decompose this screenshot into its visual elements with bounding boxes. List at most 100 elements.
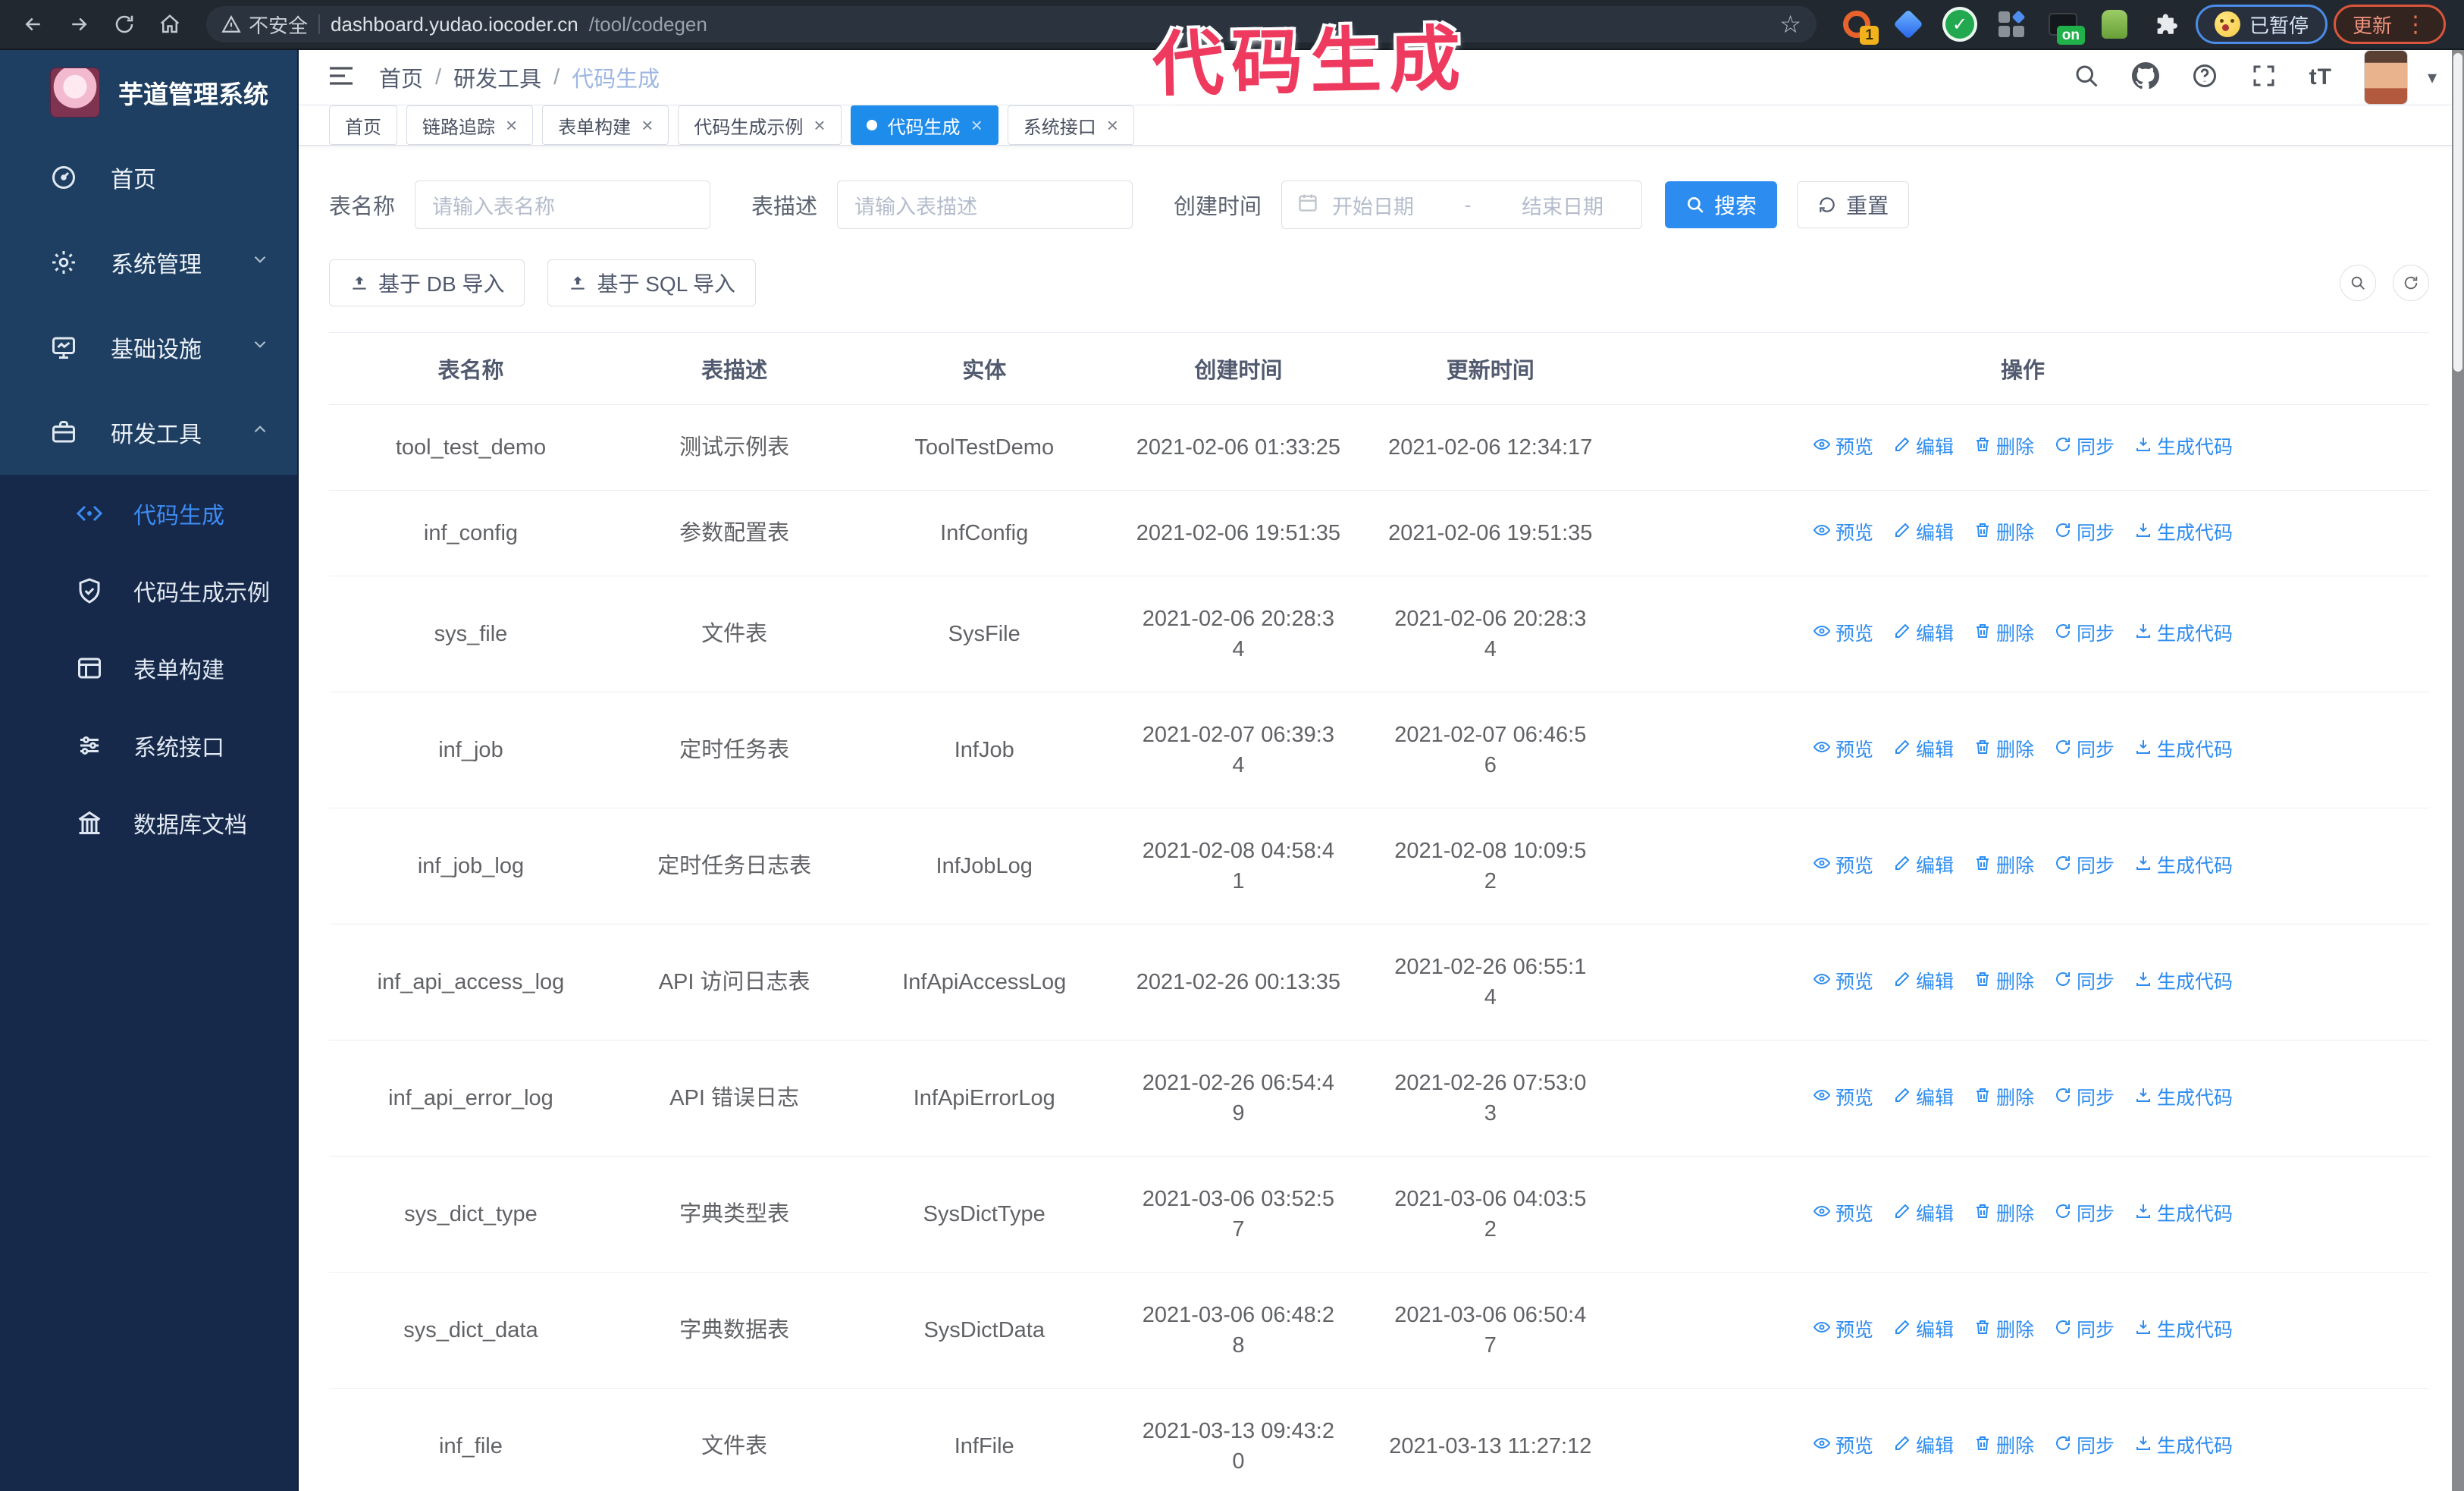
page-scrollbar[interactable] [2452,50,2464,1491]
action-删除[interactable]: 删除 [1973,967,2034,997]
action-预览[interactable]: 预览 [1813,1199,1873,1229]
action-编辑[interactable]: 编辑 [1893,735,1954,765]
profile-paused-badge[interactable]: 已暂停 [2195,5,2328,44]
action-删除[interactable]: 删除 [1973,432,2034,463]
extension-gem-icon[interactable] [1892,8,1924,40]
action-同步[interactable]: 同步 [2054,518,2114,548]
action-预览[interactable]: 预览 [1813,967,1873,997]
sidebar-item-首页[interactable]: 首页 [0,135,297,220]
table-name-input[interactable]: 请输入表名称 [415,180,711,229]
toggle-search-button[interactable] [2340,265,2376,301]
sidebar-subitem-系统接口[interactable]: 系统接口 [0,707,297,784]
user-avatar[interactable] [2363,50,2408,105]
reset-button[interactable]: 重置 [1797,181,1910,228]
action-生成代码[interactable]: 生成代码 [2134,518,2233,548]
sidebar-item-研发工具[interactable]: 研发工具 [0,390,297,475]
security-warning-icon[interactable]: 不安全 [221,11,308,39]
sidebar-logo[interactable]: 芋道管理系统 [0,50,297,135]
tab-close-icon[interactable]: × [506,114,518,137]
action-预览[interactable]: 预览 [1813,1315,1873,1345]
tab-代码生成示例[interactable]: 代码生成示例 × [678,105,842,145]
action-编辑[interactable]: 编辑 [1893,1199,1954,1229]
tab-系统接口[interactable]: 系统接口 × [1007,105,1134,145]
date-range-picker[interactable]: 开始日期 - 结束日期 [1281,180,1643,229]
hamburger-icon[interactable] [326,61,356,95]
action-生成代码[interactable]: 生成代码 [2134,619,2233,649]
tab-close-icon[interactable]: × [970,114,983,137]
search-icon[interactable] [2073,62,2100,93]
sidebar-subitem-表单构建[interactable]: 表单构建 [0,629,297,707]
browser-menu-icon[interactable]: ⋮ [2404,11,2427,37]
table-desc-input[interactable]: 请输入表描述 [837,180,1133,229]
scrollbar-thumb[interactable] [2453,53,2462,372]
action-生成代码[interactable]: 生成代码 [2134,967,2233,997]
action-预览[interactable]: 预览 [1813,1083,1873,1113]
help-icon[interactable] [2191,62,2218,93]
breadcrumb-item[interactable]: 首页 [379,67,424,92]
action-预览[interactable]: 预览 [1813,518,1873,548]
action-编辑[interactable]: 编辑 [1893,518,1954,548]
sidebar-subitem-代码生成[interactable]: 代码生成 [0,475,297,552]
bookmark-star-icon[interactable]: ☆ [1779,11,1801,38]
tab-代码生成[interactable]: 代码生成 × [850,105,998,145]
action-编辑[interactable]: 编辑 [1893,851,1954,881]
action-生成代码[interactable]: 生成代码 [2134,851,2233,881]
import-db-button[interactable]: 基于 DB 导入 [329,259,525,306]
import-sql-button[interactable]: 基于 SQL 导入 [547,259,757,306]
tab-close-icon[interactable]: × [641,114,654,137]
action-删除[interactable]: 删除 [1973,1199,2034,1229]
sidebar-item-系统管理[interactable]: 系统管理 [0,220,297,305]
action-同步[interactable]: 同步 [2054,851,2114,881]
tab-表单构建[interactable]: 表单构建 × [542,105,669,145]
sidebar-subitem-数据库文档[interactable]: 数据库文档 [0,784,297,862]
action-删除[interactable]: 删除 [1973,1315,2034,1345]
browser-forward-icon[interactable] [59,5,99,44]
action-生成代码[interactable]: 生成代码 [2134,432,2233,463]
action-编辑[interactable]: 编辑 [1893,967,1954,997]
action-生成代码[interactable]: 生成代码 [2134,735,2233,765]
tab-链路追踪[interactable]: 链路追踪 × [406,105,534,145]
action-生成代码[interactable]: 生成代码 [2134,1431,2233,1461]
tab-close-icon[interactable]: × [813,114,826,137]
extension-grid-icon[interactable] [1995,8,2027,40]
action-删除[interactable]: 删除 [1973,735,2034,765]
tab-首页[interactable]: 首页 [329,105,397,145]
action-同步[interactable]: 同步 [2054,1083,2114,1113]
sidebar-item-基础设施[interactable]: 基础设施 [0,305,297,390]
action-同步[interactable]: 同步 [2054,1199,2114,1229]
action-编辑[interactable]: 编辑 [1893,1083,1954,1113]
sidebar-subitem-代码生成示例[interactable]: 代码生成示例 [0,552,297,629]
action-编辑[interactable]: 编辑 [1893,619,1954,649]
font-size-icon[interactable]: tT [2309,64,2332,89]
action-预览[interactable]: 预览 [1813,1431,1873,1461]
action-预览[interactable]: 预览 [1813,619,1873,649]
browser-back-icon[interactable] [14,5,53,44]
action-删除[interactable]: 删除 [1973,1083,2034,1113]
extension-switch-icon[interactable]: on [2047,8,2085,45]
refresh-button[interactable] [2393,265,2429,301]
breadcrumb-item[interactable]: 研发工具 [453,67,542,92]
action-预览[interactable]: 预览 [1813,432,1873,463]
action-删除[interactable]: 删除 [1973,851,2034,881]
extension-check-icon[interactable]: ✓ [1944,8,1976,40]
github-icon[interactable] [2131,61,2159,93]
action-同步[interactable]: 同步 [2054,432,2114,463]
tab-close-icon[interactable]: × [1106,114,1118,137]
address-bar[interactable]: 不安全 dashboard.yudao.iocoder.cn/tool/code… [206,6,1817,42]
action-同步[interactable]: 同步 [2054,967,2114,997]
action-同步[interactable]: 同步 [2054,619,2114,649]
extension-robot-icon[interactable] [2099,8,2130,40]
action-生成代码[interactable]: 生成代码 [2134,1199,2233,1229]
action-删除[interactable]: 删除 [1973,518,2034,548]
extensions-puzzle-icon[interactable] [2150,8,2182,40]
browser-home-icon[interactable] [150,5,190,44]
extension-orange-icon[interactable]: 1 [1841,8,1879,45]
fullscreen-icon[interactable] [2250,62,2277,93]
browser-update-button[interactable]: 更新 ⋮ [2333,5,2446,44]
action-删除[interactable]: 删除 [1973,1431,2034,1461]
search-button[interactable]: 搜索 [1665,181,1778,228]
action-同步[interactable]: 同步 [2054,735,2114,765]
action-生成代码[interactable]: 生成代码 [2134,1315,2233,1345]
action-同步[interactable]: 同步 [2054,1315,2114,1345]
action-生成代码[interactable]: 生成代码 [2134,1083,2233,1113]
